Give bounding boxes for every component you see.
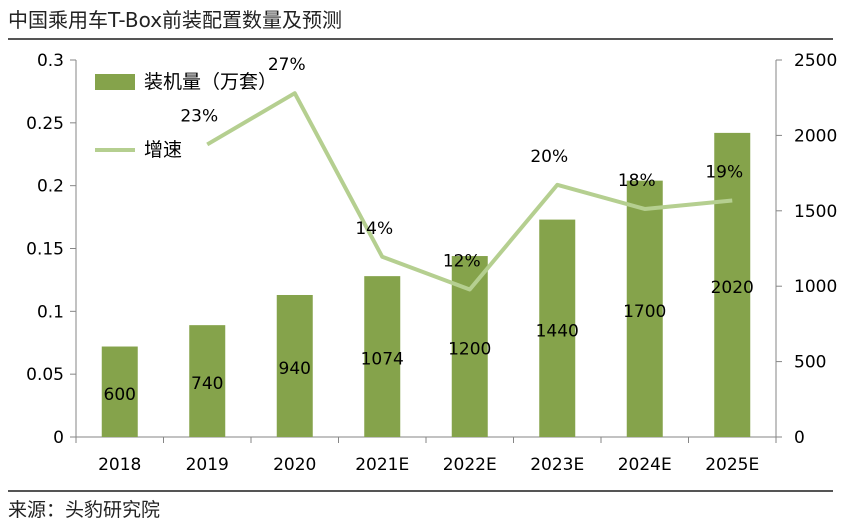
line-data-label: 12% (443, 252, 481, 272)
bar-data-label: 1074 (361, 350, 404, 370)
bar (539, 219, 576, 437)
left-tick-label: 0.05 (26, 365, 64, 385)
right-tick-label: 0 (794, 428, 805, 448)
left-tick-label: 0 (53, 428, 64, 448)
legend-line-label: 增速 (144, 139, 182, 161)
bar-data-label: 940 (279, 359, 311, 379)
bar (626, 180, 663, 437)
x-tick-label: 2021E (355, 455, 409, 475)
bar (364, 276, 401, 437)
bar-data-label: 1440 (536, 321, 579, 341)
chart-title: 中国乘用车T-Box前装配置数量及预测 (8, 8, 343, 32)
bar-data-label: 740 (191, 374, 223, 394)
bar-data-label: 2020 (711, 278, 754, 298)
bar (276, 294, 313, 437)
x-tick-label: 2022E (443, 455, 497, 475)
growth-line (206, 91, 733, 292)
bar-data-label: 1700 (623, 302, 666, 322)
right-tick-label: 2000 (794, 126, 837, 146)
bar (189, 325, 226, 437)
right-tick-label: 1000 (794, 277, 837, 297)
line-data-label: 18% (618, 171, 656, 191)
line-data-label: 14% (355, 219, 393, 239)
line-data-label: 27% (268, 55, 306, 75)
bar (101, 346, 138, 437)
right-tick-label: 500 (794, 353, 826, 373)
left-tick-label: 0.3 (37, 51, 64, 71)
source-divider (8, 490, 833, 492)
bar-data-label: 1200 (448, 340, 491, 360)
line-data-label: 23% (180, 106, 218, 126)
left-tick-label: 0.2 (37, 177, 64, 197)
x-tick-label: 2024E (618, 455, 672, 475)
x-tick-label: 2019 (186, 455, 229, 475)
right-tick-label: 1500 (794, 202, 837, 222)
x-tick-label: 2025E (705, 455, 759, 475)
source-note: 来源：头豹研究院 (8, 499, 161, 521)
x-tick-label: 2018 (98, 455, 141, 475)
left-tick-label: 0.25 (26, 114, 64, 134)
left-tick-label: 0.1 (37, 302, 64, 322)
line-data-label: 20% (530, 147, 568, 167)
right-tick-label: 2500 (794, 51, 837, 71)
title-divider (8, 38, 833, 40)
bar-data-label: 600 (104, 385, 136, 405)
x-tick-label: 2023E (530, 455, 584, 475)
line-data-label: 19% (705, 163, 743, 183)
x-tick-label: 2020 (273, 455, 316, 475)
left-tick-label: 0.15 (26, 240, 64, 260)
legend-bar-swatch (95, 74, 135, 90)
bar (714, 132, 751, 438)
legend-bar-label: 装机量（万套） (144, 71, 277, 93)
